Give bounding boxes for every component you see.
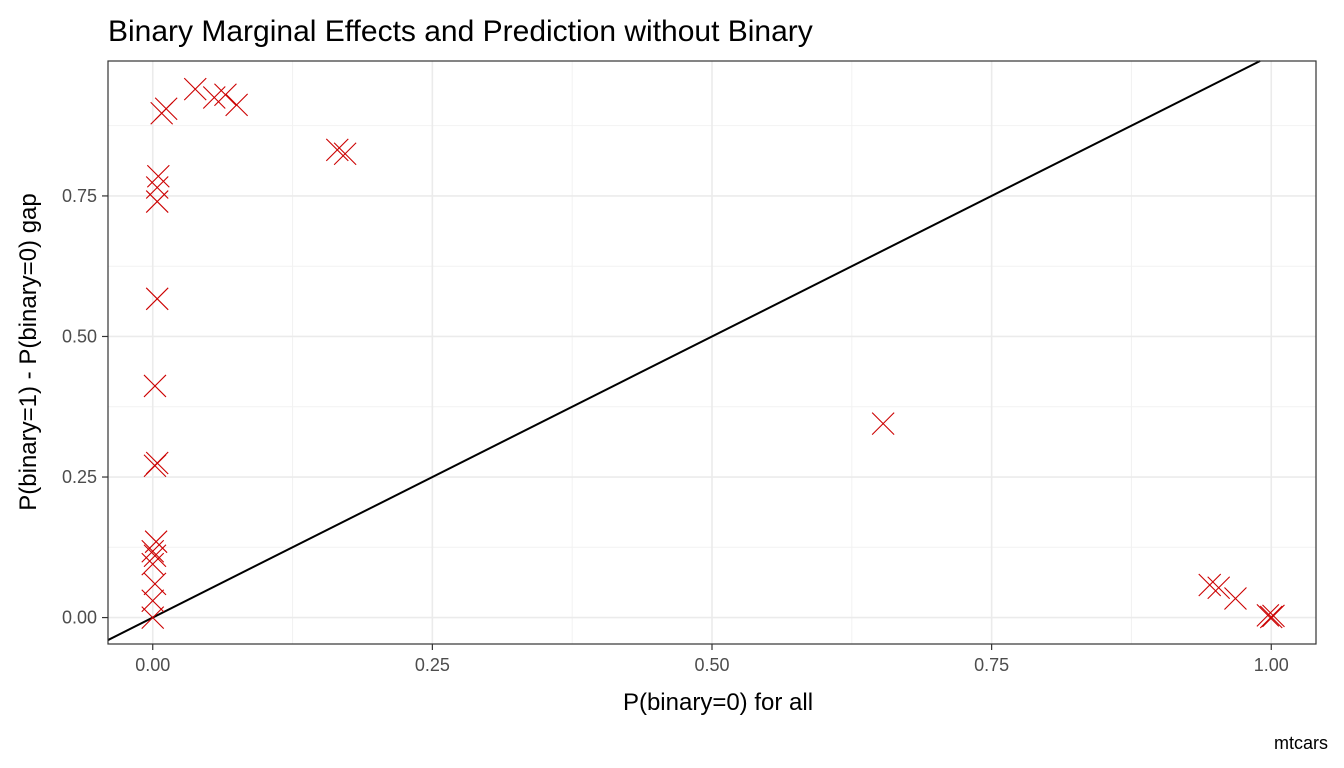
data-point bbox=[141, 552, 165, 576]
point-stroke bbox=[141, 552, 165, 576]
point-stroke bbox=[1224, 587, 1247, 610]
identity-reference-line bbox=[107, 60, 1261, 641]
data-point bbox=[145, 451, 169, 475]
y-tick-label: 0.25 bbox=[62, 467, 97, 487]
data-point bbox=[145, 287, 169, 311]
y-axis-title: P(binary=1) - P(binary=0) gap bbox=[15, 193, 42, 510]
point-stroke bbox=[141, 589, 165, 613]
point-stroke bbox=[145, 176, 169, 199]
point-stroke bbox=[1256, 603, 1280, 627]
x-axis-ticks: 0.00 0.25 0.50 0.75 1.00 bbox=[135, 644, 1289, 675]
data-point bbox=[1207, 576, 1231, 600]
point-stroke bbox=[145, 287, 169, 311]
point-stroke bbox=[141, 606, 165, 629]
x-tick-label: 0.25 bbox=[415, 655, 450, 675]
x-tick-label: 0.50 bbox=[694, 655, 729, 675]
data-point bbox=[154, 97, 178, 121]
x-tick-label: 0.00 bbox=[135, 655, 170, 675]
identity-line bbox=[107, 60, 1261, 641]
caption: mtcars bbox=[1274, 733, 1328, 753]
point-stroke bbox=[1198, 573, 1222, 597]
data-point bbox=[871, 412, 895, 436]
y-tick-label: 0.50 bbox=[62, 326, 97, 346]
data-point bbox=[145, 176, 169, 199]
data-point bbox=[214, 83, 237, 107]
chart-title: Binary Marginal Effects and Prediction w… bbox=[108, 15, 813, 48]
point-stroke bbox=[143, 572, 167, 596]
data-point bbox=[225, 93, 249, 117]
x-tick-label: 0.75 bbox=[974, 655, 1009, 675]
point-stroke bbox=[1259, 605, 1283, 629]
point-stroke bbox=[146, 164, 170, 188]
point-stroke bbox=[144, 530, 168, 554]
point-stroke bbox=[225, 93, 249, 117]
point-stroke bbox=[333, 142, 357, 166]
data-point bbox=[144, 530, 168, 554]
point-stroke bbox=[214, 83, 237, 107]
data-point bbox=[1262, 604, 1285, 628]
data-point bbox=[145, 190, 169, 213]
grid-major bbox=[108, 61, 1316, 644]
x-tick-label: 1.00 bbox=[1254, 655, 1289, 675]
data-point bbox=[143, 374, 167, 398]
data-point bbox=[1256, 603, 1280, 627]
data-point bbox=[333, 142, 357, 166]
point-stroke bbox=[141, 539, 165, 563]
data-point bbox=[143, 572, 167, 596]
point-stroke bbox=[1207, 576, 1231, 600]
data-point bbox=[141, 606, 165, 629]
x-axis-title: P(binary=0) for all bbox=[623, 689, 813, 716]
point-stroke bbox=[154, 97, 178, 121]
point-stroke bbox=[1262, 604, 1285, 628]
point-stroke bbox=[183, 77, 207, 101]
point-stroke bbox=[145, 451, 169, 475]
point-stroke bbox=[325, 138, 349, 162]
data-point bbox=[146, 164, 170, 188]
y-tick-label: 0.75 bbox=[62, 186, 97, 206]
data-point bbox=[183, 77, 207, 101]
data-point bbox=[325, 138, 349, 162]
y-axis-ticks: 0.00 0.25 0.50 0.75 bbox=[62, 186, 108, 628]
data-point bbox=[1198, 573, 1222, 597]
point-stroke bbox=[871, 412, 895, 436]
data-point bbox=[141, 539, 165, 563]
data-point bbox=[1259, 605, 1283, 629]
data-point bbox=[1224, 587, 1247, 610]
scatter-points bbox=[141, 77, 1285, 629]
y-tick-label: 0.00 bbox=[62, 608, 97, 628]
point-stroke bbox=[143, 374, 167, 398]
